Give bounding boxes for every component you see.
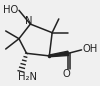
Text: HO: HO [3, 5, 18, 15]
Text: N: N [25, 16, 32, 26]
Polygon shape [49, 51, 69, 57]
Text: H₂N: H₂N [18, 72, 37, 82]
Text: OH: OH [82, 44, 98, 54]
Text: O: O [62, 69, 70, 79]
